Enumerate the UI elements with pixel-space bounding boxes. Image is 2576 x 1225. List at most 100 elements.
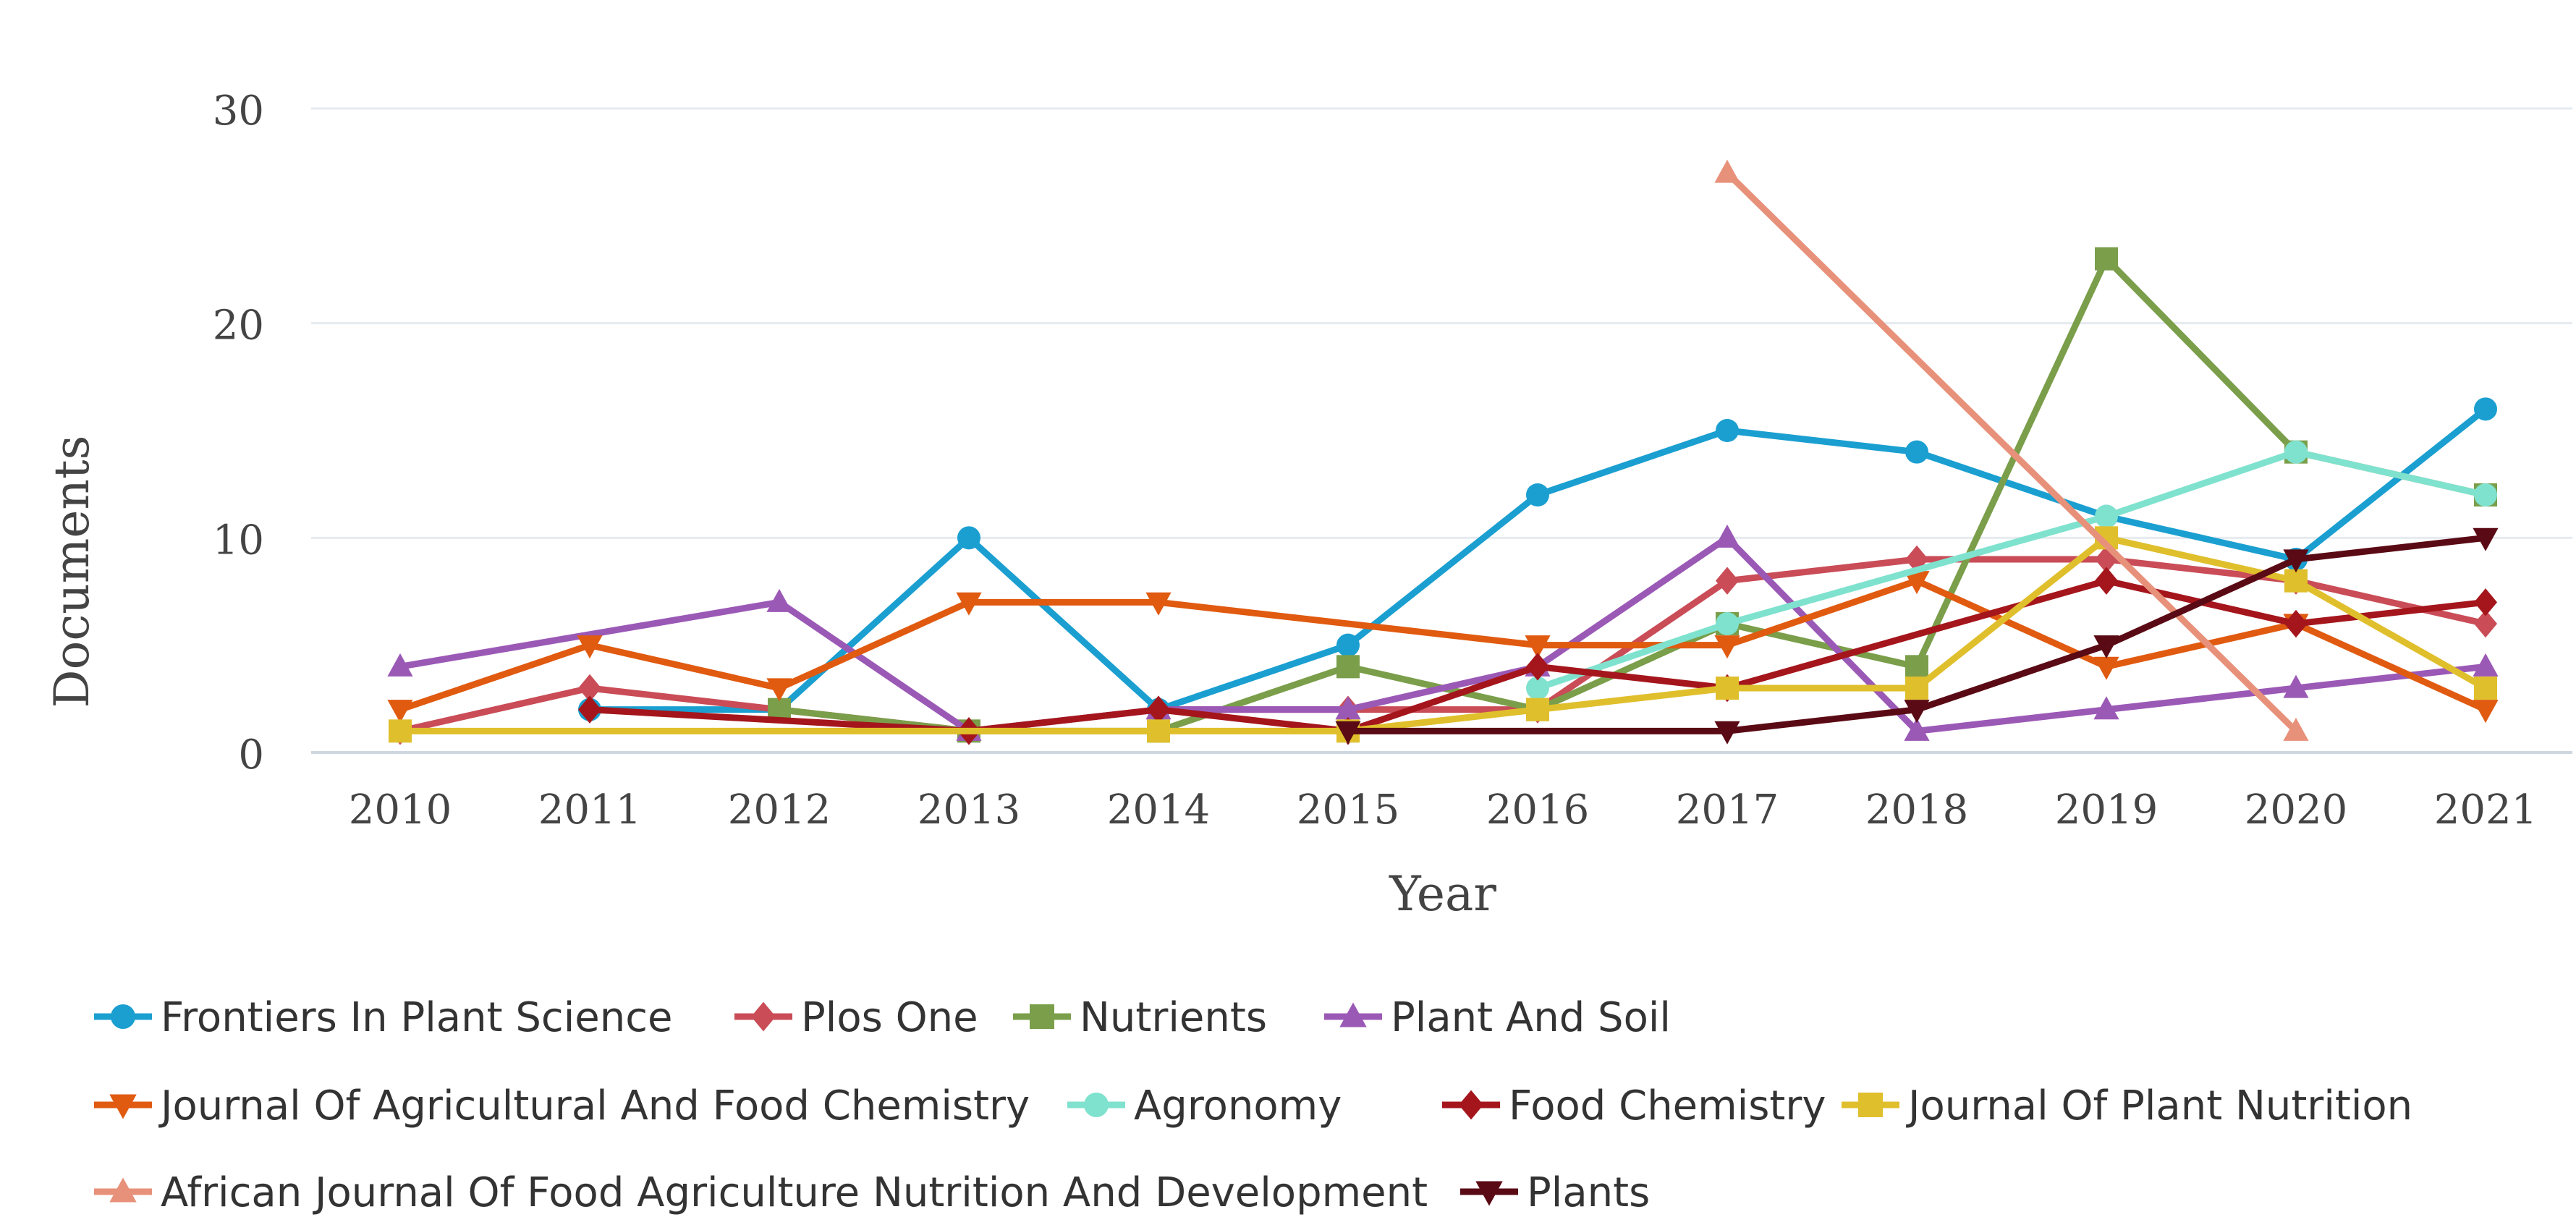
x-axis-ticks: 2010 2011 2012 2013 2014 2015 2016 2017 2018 2019…	[349, 787, 2538, 834]
legend-item[interactable]: Nutrients	[1013, 994, 1267, 1041]
legend-label: Plants	[1527, 1169, 1650, 1216]
data-point	[1714, 524, 1740, 548]
data-point	[389, 719, 412, 743]
legend-marker	[111, 1004, 135, 1029]
legend-item[interactable]: Plants	[1460, 1169, 1650, 1216]
data-point	[2474, 609, 2497, 638]
data-point	[387, 653, 413, 677]
legend-item[interactable]: Journal Of Plant Nutrition	[1842, 1082, 2412, 1129]
data-point	[2095, 504, 2118, 528]
data-point	[1335, 721, 1361, 745]
data-point	[1716, 677, 1739, 700]
legend-marker	[109, 1177, 137, 1203]
series-lines	[387, 159, 2499, 745]
data-point	[1905, 677, 1928, 700]
legend-marker	[1030, 1004, 1054, 1029]
y-axis-ticks: 0 10 20 30	[213, 88, 264, 779]
data-point	[1904, 571, 1930, 595]
data-point	[1714, 635, 1740, 659]
series-line	[776, 255, 2489, 734]
data-point	[2095, 247, 2118, 271]
data-point	[1905, 655, 1928, 679]
series-8	[1714, 159, 2309, 741]
data-point	[1335, 696, 1361, 720]
data-point	[1904, 717, 1930, 741]
series-9	[1335, 527, 2499, 745]
legend-marker	[1459, 1090, 1483, 1120]
series-line	[1724, 169, 2300, 734]
data-point	[766, 678, 792, 702]
legend-label: Journal Of Agricultural And Food Chemist…	[158, 1082, 1030, 1129]
data-point	[2284, 609, 2308, 638]
data-point	[2474, 588, 2497, 616]
legend-item[interactable]: Plos One	[734, 994, 978, 1041]
legend: Frontiers In Plant Science Plos One Nutrie…	[94, 994, 2412, 1216]
y-tick-label: 20	[213, 302, 264, 349]
x-tick-label: 2021	[2434, 787, 2538, 834]
data-point	[1716, 419, 1739, 442]
data-point	[1714, 721, 1740, 745]
data-point	[766, 588, 792, 612]
data-point	[2284, 569, 2308, 593]
y-axis-label: Documents	[44, 436, 100, 708]
data-point	[2284, 440, 2308, 464]
x-tick-label: 2011	[538, 787, 642, 834]
legend-item[interactable]: Journal Of Agricultural And Food Chemist…	[94, 1082, 1030, 1129]
x-tick-label: 2018	[1865, 787, 1969, 834]
data-point	[2283, 674, 2309, 698]
data-point	[1147, 719, 1170, 743]
data-point	[2283, 717, 2309, 741]
data-point	[578, 674, 601, 703]
data-point	[2473, 527, 2499, 551]
y-tick-label: 30	[213, 88, 264, 135]
x-tick-label: 2014	[1107, 787, 1211, 834]
legend-label: Frontiers In Plant Science	[161, 994, 672, 1041]
data-point	[1716, 612, 1739, 635]
legend-item[interactable]: Plant And Soil	[1324, 994, 1671, 1041]
legend-label: Journal Of Plant Nutrition	[1906, 1082, 2412, 1129]
data-point	[2474, 397, 2497, 421]
y-tick-label: 0	[238, 732, 264, 779]
data-point	[2473, 653, 2499, 677]
legend-marker	[1858, 1093, 1883, 1117]
series-line	[397, 556, 2489, 734]
data-point	[1147, 695, 1170, 724]
x-tick-label: 2010	[349, 787, 452, 834]
legend-label: Plos One	[801, 994, 978, 1041]
legend-item[interactable]: Agronomy	[1067, 1082, 1342, 1129]
x-tick-label: 2019	[2055, 787, 2158, 834]
data-point	[1526, 698, 1549, 721]
series-4	[387, 571, 2499, 724]
data-point	[2283, 549, 2309, 573]
data-point	[2473, 700, 2499, 724]
legend-marker	[751, 1001, 776, 1032]
data-point	[1145, 592, 1172, 616]
data-point	[577, 635, 603, 659]
data-point	[1526, 677, 1549, 700]
data-point	[957, 526, 980, 550]
data-point	[1525, 635, 1551, 659]
x-tick-label: 2020	[2245, 787, 2348, 834]
legend-marker	[1475, 1181, 1503, 1206]
legend-item[interactable]: Frontiers In Plant Science	[94, 994, 672, 1041]
data-point	[1714, 159, 1740, 183]
data-point	[1336, 655, 1360, 679]
y-tick-label: 10	[213, 517, 264, 564]
data-point	[1716, 567, 1739, 595]
legend-label: African Journal Of Food Agriculture Nutr…	[161, 1169, 1428, 1216]
data-point	[1904, 700, 1930, 724]
legend-label: Food Chemistry	[1509, 1082, 1826, 1129]
legend-item[interactable]: African Journal Of Food Agriculture Nutr…	[94, 1169, 1428, 1216]
data-point	[2474, 677, 2497, 700]
x-tick-label: 2012	[728, 787, 831, 834]
x-tick-label: 2015	[1297, 787, 1400, 834]
legend-item[interactable]: Food Chemistry	[1442, 1082, 1826, 1129]
data-point	[2093, 696, 2119, 720]
x-axis-label: Year	[1389, 866, 1496, 922]
x-tick-label: 2016	[1486, 787, 1590, 834]
x-tick-label: 2013	[918, 787, 1021, 834]
data-point	[1905, 440, 1928, 464]
series-7	[389, 526, 2497, 743]
